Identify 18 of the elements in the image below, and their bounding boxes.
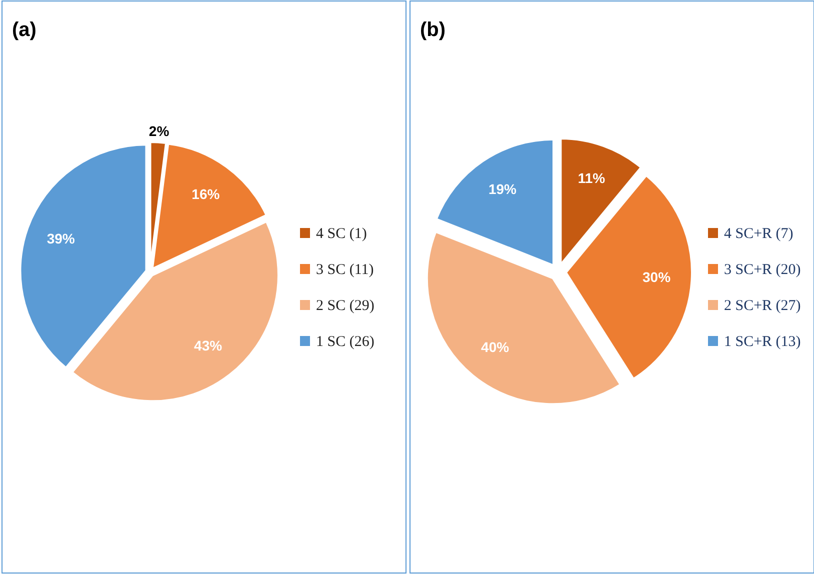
data-label: 40% — [481, 338, 510, 355]
legend-label: 1 SC (26) — [316, 334, 374, 350]
chart-title: (b) — [420, 19, 446, 41]
chart-title: (a) — [12, 19, 36, 41]
data-label: 11% — [578, 170, 606, 186]
legend-label: 1 SC+R (13) — [724, 334, 801, 350]
data-label: 2% — [148, 122, 170, 139]
legend-label: 2 SC+R (27) — [724, 298, 801, 314]
data-label: 30% — [642, 268, 672, 285]
legend-label: 4 SC+R (7) — [724, 226, 794, 242]
data-label: 39% — [46, 230, 76, 247]
legend-label: 3 SC (11) — [316, 262, 374, 278]
data-label: 19% — [488, 181, 518, 198]
data-label: 43% — [194, 338, 223, 354]
legend-label: 4 SC (1) — [316, 226, 367, 242]
legend-label: 3 SC+R (20) — [724, 262, 801, 278]
legend-label: 2 SC (29) — [316, 298, 374, 314]
data-label: 16% — [192, 186, 220, 202]
